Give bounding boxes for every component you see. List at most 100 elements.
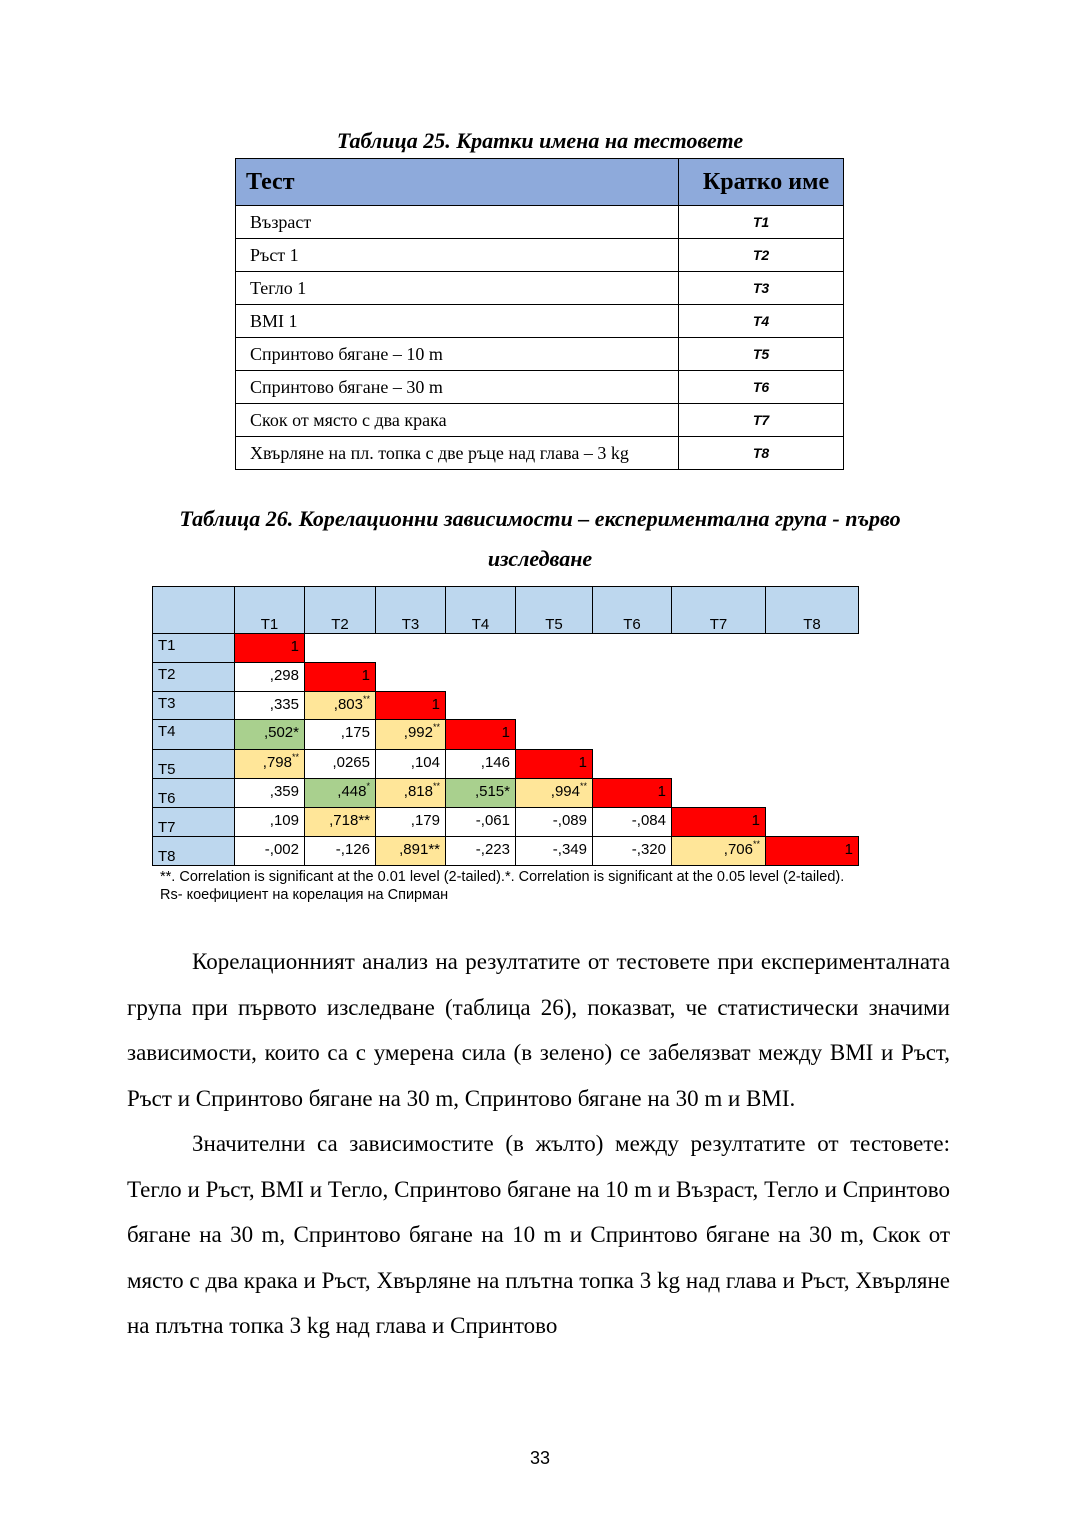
cell-value: ,992** xyxy=(403,722,440,741)
cell-value: 1 xyxy=(578,754,587,771)
short-names-table: Тест Кратко име Възраст T1 Ръст 1 T2 Тегло 1… xyxy=(235,158,844,470)
paragraph: Значителни са зависимостите (в жълто) ме… xyxy=(127,1131,950,1338)
correlation-cell: ,448* xyxy=(304,778,376,808)
correlation-cell: ,891** xyxy=(375,836,446,866)
cell-value: ,175 xyxy=(340,724,370,741)
short-name: T2 xyxy=(678,238,844,272)
test-name: Тегло 1 xyxy=(235,271,679,305)
short-name: T7 xyxy=(678,403,844,437)
cell-value: -,061 xyxy=(475,812,510,829)
correlation-cell: ,298 xyxy=(234,662,305,692)
short-name: T3 xyxy=(678,271,844,305)
row-header: T2 xyxy=(152,662,235,692)
cell-value: ,179 xyxy=(410,812,440,829)
column-header: T1 xyxy=(234,586,305,634)
row-header: T1 xyxy=(152,633,235,663)
cell-value: ,891** xyxy=(399,841,440,858)
table26-caption: Таблица 26. Корелационни зависимости – е… xyxy=(179,506,901,531)
cell-value: ,706** xyxy=(723,839,760,858)
correlation-cell: ,359 xyxy=(234,778,305,808)
column-header: T5 xyxy=(515,586,593,634)
test-name: Възраст xyxy=(235,205,679,239)
column-label: T5 xyxy=(545,616,563,633)
diagonal-cell: 1 xyxy=(765,836,859,866)
cell-value: -,126 xyxy=(335,841,370,858)
correlation-cell: ,179 xyxy=(375,807,446,837)
cell-value: ,0265 xyxy=(332,754,370,771)
cell-value: ,803** xyxy=(333,694,370,713)
correlation-cell: -,061 xyxy=(445,807,516,837)
cell-value: 1 xyxy=(501,724,510,741)
header-test: Тест xyxy=(235,158,679,206)
table-row: Тегло 1 T3 xyxy=(235,271,844,305)
correlation-cell: ,798** xyxy=(234,749,305,779)
column-header: T4 xyxy=(445,586,516,634)
table-row: Спринтово бягане – 30 m T6 xyxy=(235,370,844,404)
correlation-cell: -,084 xyxy=(592,807,672,837)
diagonal-cell: 1 xyxy=(592,778,672,808)
cell-value: 1 xyxy=(431,696,440,713)
row-label: T3 xyxy=(158,695,176,712)
column-label: T4 xyxy=(471,616,490,633)
table25-caption: Таблица 25. Кратки имена на тестовете xyxy=(336,128,744,153)
row-label: T8 xyxy=(158,848,176,865)
table-row: Хвърляне на пл. топка с две ръце над гла… xyxy=(235,436,844,470)
correlation-cell: -,223 xyxy=(445,836,516,866)
cell-value: ,146 xyxy=(480,754,510,771)
cell-value: 1 xyxy=(844,841,853,858)
cell-value: 1 xyxy=(290,638,299,655)
correlation-cell: ,994** xyxy=(515,778,593,808)
column-header: T8 xyxy=(765,586,859,634)
correlation-cell: -,320 xyxy=(592,836,672,866)
cell-value: ,448* xyxy=(337,781,370,800)
cell-value: 1 xyxy=(751,812,760,829)
table-header-row: Тест Кратко име xyxy=(235,158,844,206)
row-label: T7 xyxy=(158,819,176,836)
corner-cell xyxy=(152,586,235,634)
short-name: T1 xyxy=(678,205,844,239)
column-label: T6 xyxy=(623,616,641,633)
cell-value: -,320 xyxy=(631,841,666,858)
diagonal-cell: 1 xyxy=(515,749,593,779)
column-label: T8 xyxy=(803,616,821,633)
row-header: T8 xyxy=(152,836,235,866)
correlation-cell: ,335 xyxy=(234,691,305,720)
row-header: T6 xyxy=(152,778,235,808)
short-name: T8 xyxy=(678,436,844,470)
correlation-cell: ,992** xyxy=(375,719,446,750)
paragraph: Корелационният анализ на резултатите от … xyxy=(127,949,950,1111)
cell-value: ,298 xyxy=(269,667,299,684)
correlation-cell: -,349 xyxy=(515,836,593,866)
correlation-cell: -,126 xyxy=(304,836,376,866)
cell-value: -,002 xyxy=(264,841,299,858)
correlation-cell: ,175 xyxy=(304,719,376,750)
header-short-name: Кратко име xyxy=(678,158,844,206)
column-header: T3 xyxy=(375,586,446,634)
correlation-cell: -,089 xyxy=(515,807,593,837)
coefficient-note: Rs- коефициент на корелация на Спирман xyxy=(160,887,449,903)
row-label: T6 xyxy=(158,790,176,807)
correlation-cell: ,109 xyxy=(234,807,305,837)
table-row: BMI 1 T4 xyxy=(235,304,844,338)
cell-value: ,104 xyxy=(410,754,440,771)
correlation-cell: -,002 xyxy=(234,836,305,866)
correlation-cell: ,515* xyxy=(445,778,516,808)
test-name: Скок от място с два крака xyxy=(235,403,679,437)
column-header: T7 xyxy=(671,586,766,634)
test-name: Хвърляне на пл. топка с две ръце над гла… xyxy=(235,436,679,470)
table-row: Скок от място с два крака T7 xyxy=(235,403,844,437)
cell-value: ,994** xyxy=(550,781,587,800)
table-row: Възраст T1 xyxy=(235,205,844,239)
test-name: BMI 1 xyxy=(235,304,679,338)
row-header: T4 xyxy=(152,719,235,750)
column-label: T1 xyxy=(260,616,279,633)
correlation-cell: ,803** xyxy=(304,691,376,720)
correlation-cell: ,0265 xyxy=(304,749,376,779)
test-name: Спринтово бягане – 30 m xyxy=(235,370,679,404)
row-header: T5 xyxy=(152,749,235,779)
short-name: T4 xyxy=(678,304,844,338)
row-label: T2 xyxy=(158,666,176,683)
diagonal-cell: 1 xyxy=(304,662,376,692)
column-header: T2 xyxy=(304,586,376,634)
correlation-cell: ,146 xyxy=(445,749,516,779)
